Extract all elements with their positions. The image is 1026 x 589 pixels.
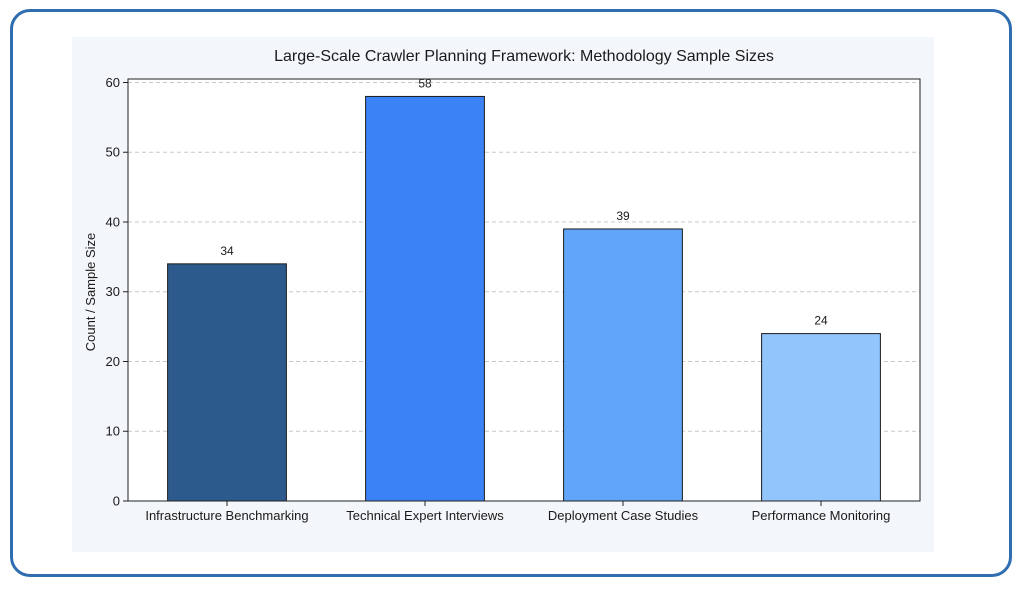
bar [365, 95, 485, 502]
y-tick-label: 20 [106, 354, 120, 369]
bar-value-label: 34 [220, 244, 234, 258]
bar-value-label: 24 [814, 314, 828, 328]
y-tick-label: 10 [106, 424, 120, 439]
chart-title: Large-Scale Crawler Planning Framework: … [274, 48, 774, 65]
y-tick-label: 0 [113, 494, 120, 509]
y-tick-label: 40 [106, 214, 120, 229]
x-tick-label: Performance Monitoring [752, 508, 891, 523]
bar [563, 228, 683, 502]
plot-border [127, 78, 921, 502]
bar-value-label: 39 [616, 209, 630, 223]
data-labels: 34 58 39 24 [220, 76, 828, 327]
y-axis-ticks: 0 10 20 30 40 50 60 [106, 75, 128, 509]
x-tick-label: Infrastructure Benchmarking [145, 508, 308, 523]
y-axis-label: Count / Sample Size [83, 233, 98, 352]
y-tick-label: 50 [106, 145, 120, 160]
y-tick-label: 60 [106, 75, 120, 90]
x-tick-label: Deployment Case Studies [548, 508, 699, 523]
x-tick-label: Technical Expert Interviews [346, 508, 504, 523]
bar [761, 333, 881, 502]
bar [167, 263, 287, 502]
x-axis-ticks: Infrastructure Benchmarking Technical Exp… [145, 501, 890, 523]
bars [167, 95, 881, 502]
bar-value-label: 58 [418, 76, 432, 90]
y-tick-label: 30 [106, 284, 120, 299]
